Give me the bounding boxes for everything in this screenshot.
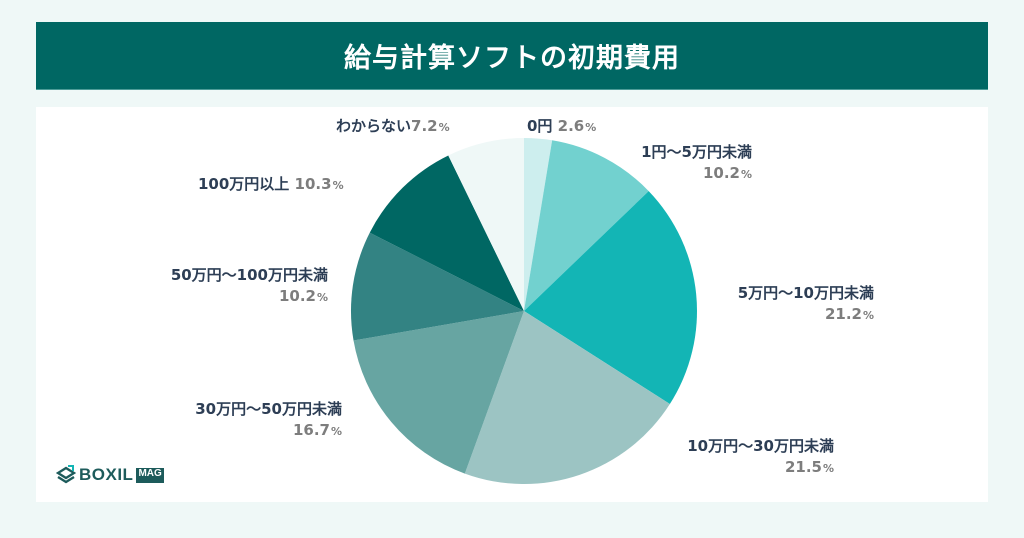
pie-slice xyxy=(448,138,524,311)
pie-slice xyxy=(524,140,649,311)
pie-slice xyxy=(353,311,524,474)
slice-label-100k-300k: 10万円〜30万円未満 21.5% xyxy=(687,437,834,476)
slice-label-0yen: 0円 2.6% xyxy=(527,117,597,135)
slice-label-unknown: わからない7.2% xyxy=(336,117,450,135)
boxil-logo-icon xyxy=(56,465,76,484)
slice-label-300k-500k: 30万円〜50万円未満 16.7% xyxy=(195,400,342,439)
slice-label-50k-100k: 5万円〜10万円未満 21.2% xyxy=(737,284,874,323)
pie-slice xyxy=(464,311,670,485)
pie-slices xyxy=(350,138,697,485)
chart-title: 給与計算ソフトの初期費用 xyxy=(344,43,680,74)
slice-label-500k-1m: 50万円〜100万円未満 10.2% xyxy=(170,266,328,305)
pie-slice xyxy=(369,155,524,311)
pie-slice xyxy=(524,191,697,405)
pie-slice xyxy=(350,232,524,341)
pie-slice xyxy=(524,138,553,311)
logo-brand-text: BOXIL xyxy=(79,465,134,484)
slice-label-1-50k: 1円〜5万円未満 10.2% xyxy=(641,143,752,182)
logo-badge: MAG xyxy=(136,467,164,483)
boxil-mag-logo: BOXIL MAG xyxy=(56,464,164,486)
chart-title-banner: 給与計算ソフトの初期費用 xyxy=(36,22,988,90)
slice-label-1m-plus: 100万円以上 10.3% xyxy=(198,175,344,193)
